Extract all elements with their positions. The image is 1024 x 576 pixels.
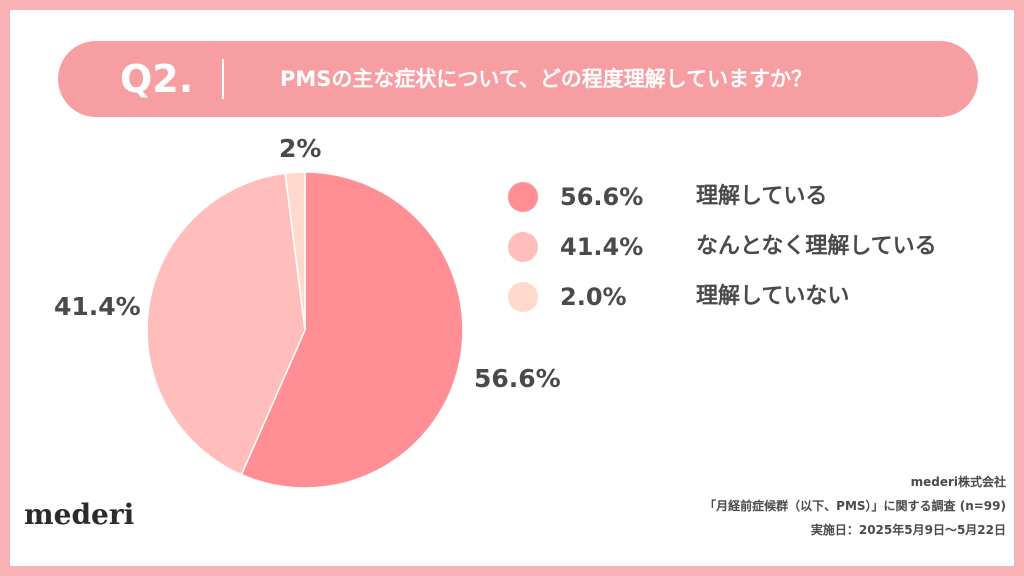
pie-slice-not-understand (284, 171, 306, 331)
slice-label-not-understand: 2% (279, 134, 322, 163)
legend-swatch (508, 232, 538, 262)
pie-slice-somewhat-understand (146, 172, 306, 476)
footer-survey: 「月経前症候群（以下、PMS）」に関する調査 (n=99) (704, 499, 1006, 513)
legend-percent: 56.6% (560, 183, 644, 211)
legend-swatch (508, 282, 538, 312)
footer-company: mederi株式会社 (910, 475, 1006, 489)
footer: mederi株式会社 「月経前症候群（以下、PMS）」に関する調査 (n=99)… (704, 470, 1006, 542)
question-number: Q2. (120, 57, 194, 101)
slice-label-understand: 56.6% (474, 364, 561, 393)
footer-period: 実施日：2025年5月9日〜5月22日 (810, 523, 1006, 537)
legend-label: 理解していない (696, 284, 850, 309)
mederi-logo: mederi (24, 498, 135, 531)
divider (222, 59, 224, 99)
legend-swatch (508, 182, 538, 212)
legend-percent: 2.0% (560, 283, 627, 311)
legend-label: 理解している (696, 184, 828, 209)
pie-slice-understand (240, 171, 464, 489)
slice-label-somewhat-understand: 41.4% (54, 292, 141, 321)
question-banner: Q2. PMSの主な症状について、どの程度理解していますか？ (58, 41, 978, 117)
legend-percent: 41.4% (560, 233, 644, 261)
legend-label: なんとなく理解している (696, 234, 937, 259)
question-text: PMSの主な症状について、どの程度理解していますか？ (280, 67, 813, 91)
